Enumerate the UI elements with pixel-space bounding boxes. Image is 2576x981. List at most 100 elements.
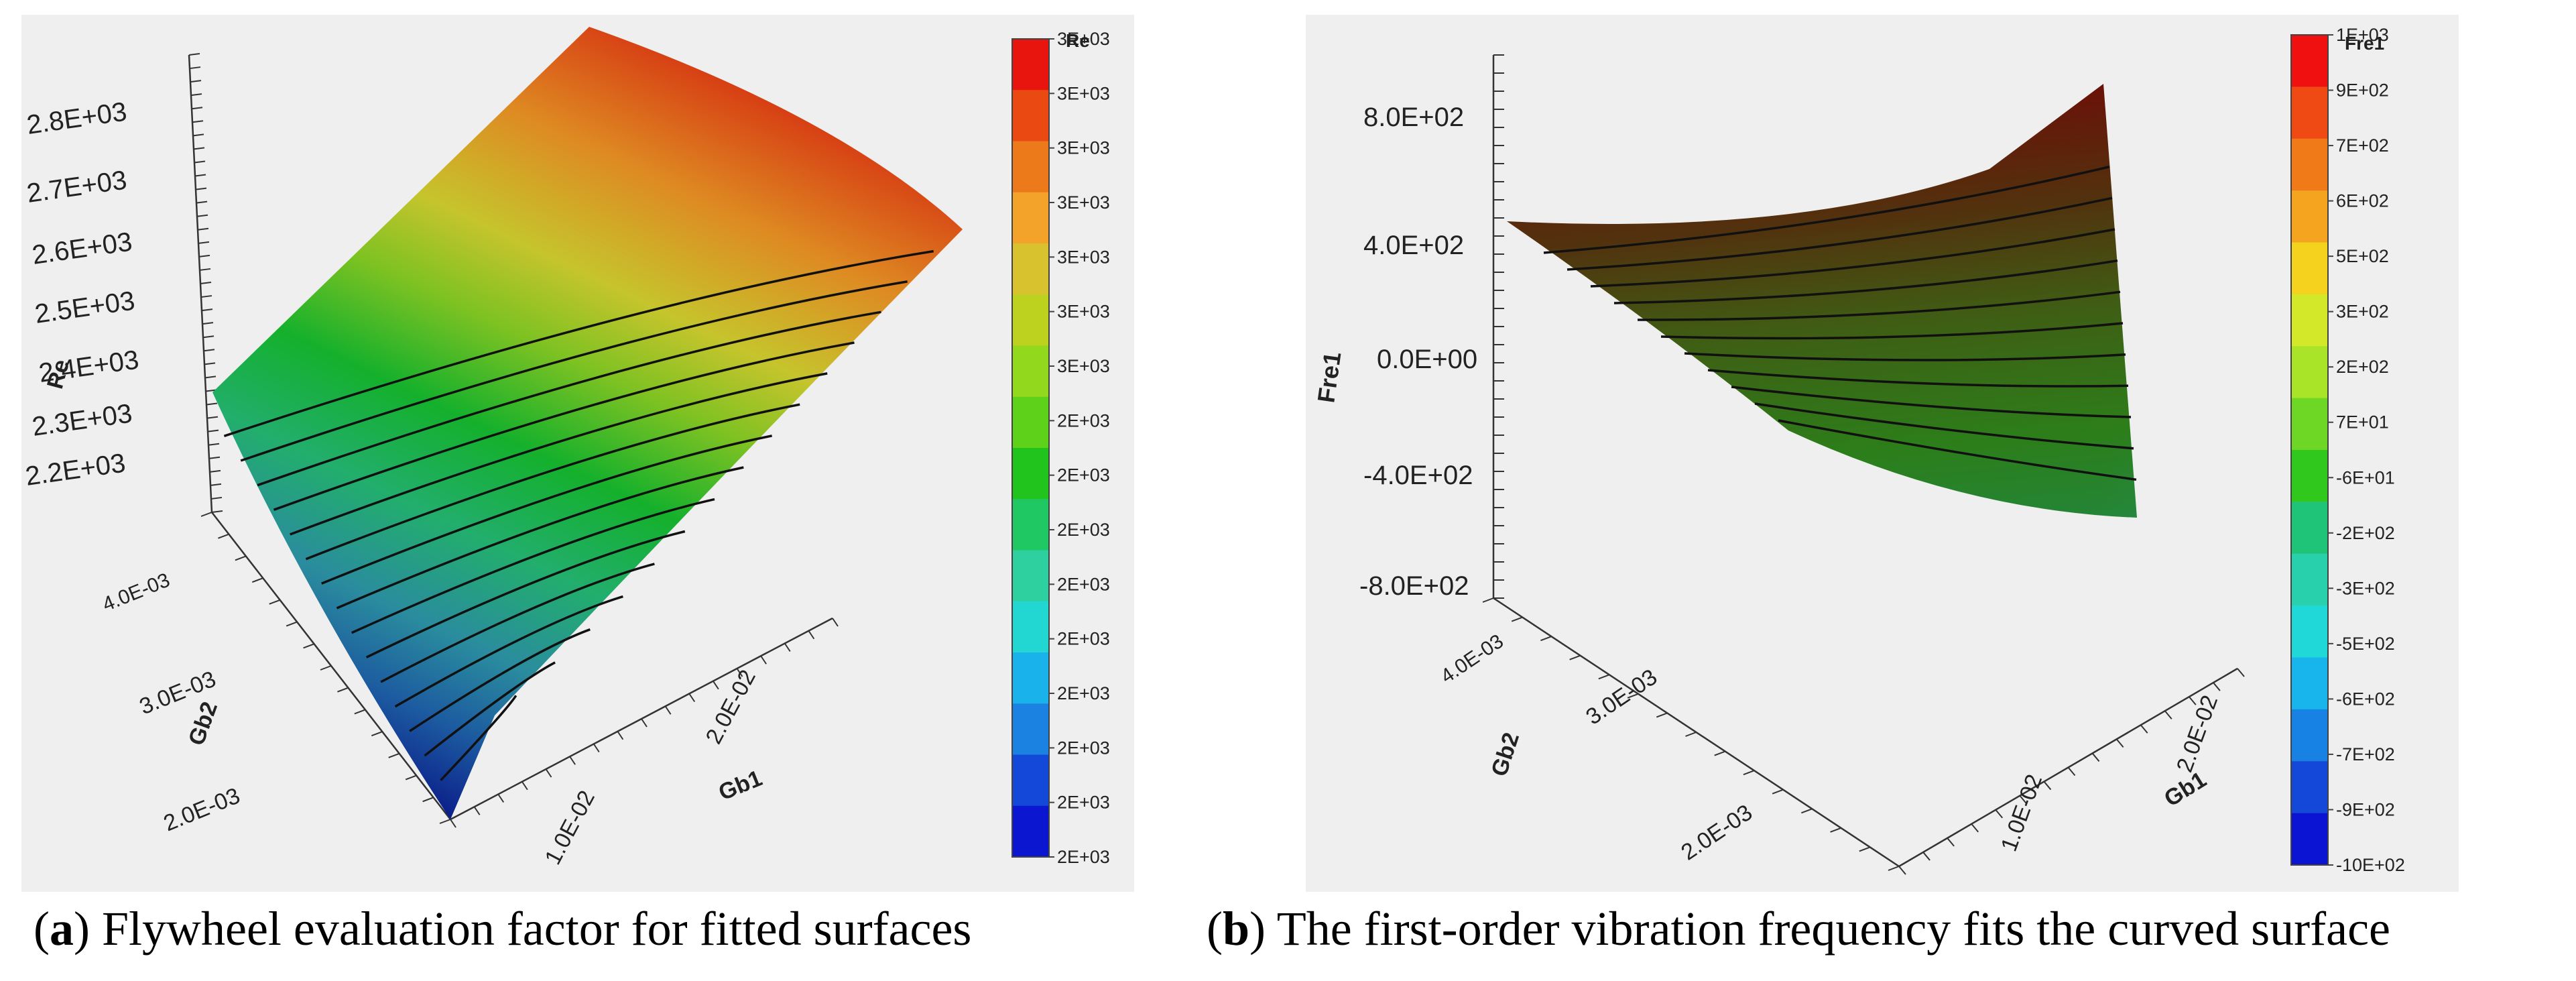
tick-mark (784, 642, 791, 652)
contour-line (240, 280, 908, 462)
contour-line (1567, 196, 2113, 271)
contour-line (1707, 369, 2129, 388)
colorbar-segment (2291, 657, 2328, 710)
tick-mark (1947, 838, 1955, 847)
y-tick-labels-a: 2.0E-03 3.0E-03 4.0E-03 (99, 569, 243, 837)
tick-mark (337, 687, 349, 693)
colorbar-segment (1012, 754, 1049, 807)
tick-mark (1482, 597, 1494, 603)
colorbar-segment (2291, 35, 2328, 87)
tick-mark (2189, 696, 2197, 705)
tick-mark (2140, 724, 2148, 734)
tick-mark (1540, 636, 1552, 642)
tick-mark (2237, 668, 2245, 677)
tick-mark (1685, 732, 1697, 737)
x-tick-label: 1.0E-02 (1996, 771, 2047, 855)
z-tick-label: 8.0E+02 (1363, 103, 1464, 132)
tick-mark (195, 187, 207, 190)
colorbar-label: -2E+02 (2336, 523, 2395, 543)
colorbar-label: -7E+02 (2336, 744, 2395, 764)
caption-a: (a) Flywheel evaluation factor for fitte… (34, 902, 972, 956)
tick-mark (405, 774, 417, 781)
tick-mark (832, 618, 839, 627)
tick-mark (641, 718, 648, 728)
tick-mark (522, 781, 528, 791)
tick-mark (206, 416, 219, 419)
caption-b-text: The first-order vibration frequency fits… (1276, 902, 2390, 956)
tick-mark (1772, 789, 1784, 795)
contour-line (290, 372, 828, 536)
tick-mark (192, 133, 204, 137)
z-tick-label: 2.5E+03 (33, 286, 137, 329)
tick-mark (204, 376, 217, 379)
x-axis-title: Gb1 (715, 765, 766, 805)
tick-mark (2213, 682, 2221, 691)
tick-mark (354, 709, 366, 715)
contour-line (336, 466, 744, 610)
tick-mark (206, 402, 218, 406)
colorbar-segment (1012, 243, 1049, 295)
y-tick-label: 3.0E-03 (1581, 665, 1662, 730)
colorbar-label: 5E+02 (2336, 246, 2389, 266)
tick-mark (1830, 827, 1841, 833)
z-tick-label: 2.2E+03 (23, 448, 127, 491)
tick-mark (208, 443, 220, 446)
tick-mark (1714, 750, 1726, 756)
contour-line (1778, 419, 2137, 481)
z-tick-label: 2.6E+03 (30, 227, 134, 270)
colorbar-label: 7E+01 (2336, 412, 2389, 432)
contour-line (424, 661, 556, 757)
tick-mark (1888, 866, 1900, 871)
colorbar-segment (1012, 601, 1049, 653)
tick-mark (1598, 674, 1610, 680)
colorbar-segment (2291, 553, 2328, 606)
colorbar-segment (1012, 90, 1049, 141)
tick-mark (450, 819, 456, 828)
colorbar-label: 3E+03 (1057, 138, 1110, 158)
colorbar-label: 9E+02 (2336, 80, 2389, 101)
contour-line (1660, 322, 2124, 340)
contour-line (257, 310, 881, 487)
colorbar-label: 3E+03 (1057, 247, 1110, 267)
colorbar-label: 3E+03 (1057, 83, 1110, 103)
contour-lines-fre1 (1543, 165, 2137, 481)
contour-line (1613, 259, 2118, 304)
colorbar-title: Re (1066, 30, 1090, 51)
colorbar-label: 2E+03 (1057, 574, 1110, 594)
tick-mark (189, 66, 201, 70)
z-tick-label: -8.0E+02 (1359, 571, 1469, 601)
tick-mark (201, 308, 213, 312)
tick-mark (1801, 808, 1813, 814)
x-tick-labels-a: 1.0E-02 2.0E-02 (540, 666, 761, 869)
caption-b: (b) The first-order vibration frequency … (1207, 902, 2390, 956)
z-tick-label: 2.3E+03 (30, 398, 134, 441)
tick-mark (760, 655, 767, 665)
surface-plot-fre1: -8.0E+02 -4.0E+02 0.0E+00 4.0E+02 8.0E+0… (1306, 15, 2459, 892)
tick-mark (1922, 852, 1930, 861)
tick-mark (808, 630, 815, 640)
colorbar-segment (2291, 242, 2328, 295)
tick-mark (371, 731, 383, 737)
colorbar-segment (2291, 190, 2328, 243)
tick-mark (251, 577, 263, 583)
contour-line (440, 695, 517, 781)
tick-mark (1859, 846, 1871, 852)
colorbar-label: 2E+03 (1057, 629, 1110, 649)
colorbar-segment (2291, 605, 2328, 658)
y-axis-title: Gb2 (1486, 730, 1524, 780)
tick-mark (688, 693, 696, 703)
contour-line (365, 530, 686, 658)
colorbar-label: -9E+02 (2336, 799, 2395, 819)
colorbar-label: -6E+02 (2336, 689, 2395, 709)
colorbar-label: -6E+01 (2336, 467, 2395, 487)
colorbar-segment (1012, 499, 1049, 551)
colorbar-label: -5E+02 (2336, 634, 2395, 654)
tick-mark (1656, 712, 1668, 718)
tick-mark (202, 322, 214, 325)
caption-a-text: Flywheel evaluation factor for fitted su… (101, 902, 972, 956)
y-tick-labels-b: 2.0E-03 3.0E-03 4.0E-03 (1436, 630, 1757, 866)
tick-mark (2019, 795, 2028, 805)
tick-mark (1971, 823, 1979, 833)
tick-mark (388, 752, 400, 758)
colorbar-label: 3E+03 (1057, 302, 1110, 322)
